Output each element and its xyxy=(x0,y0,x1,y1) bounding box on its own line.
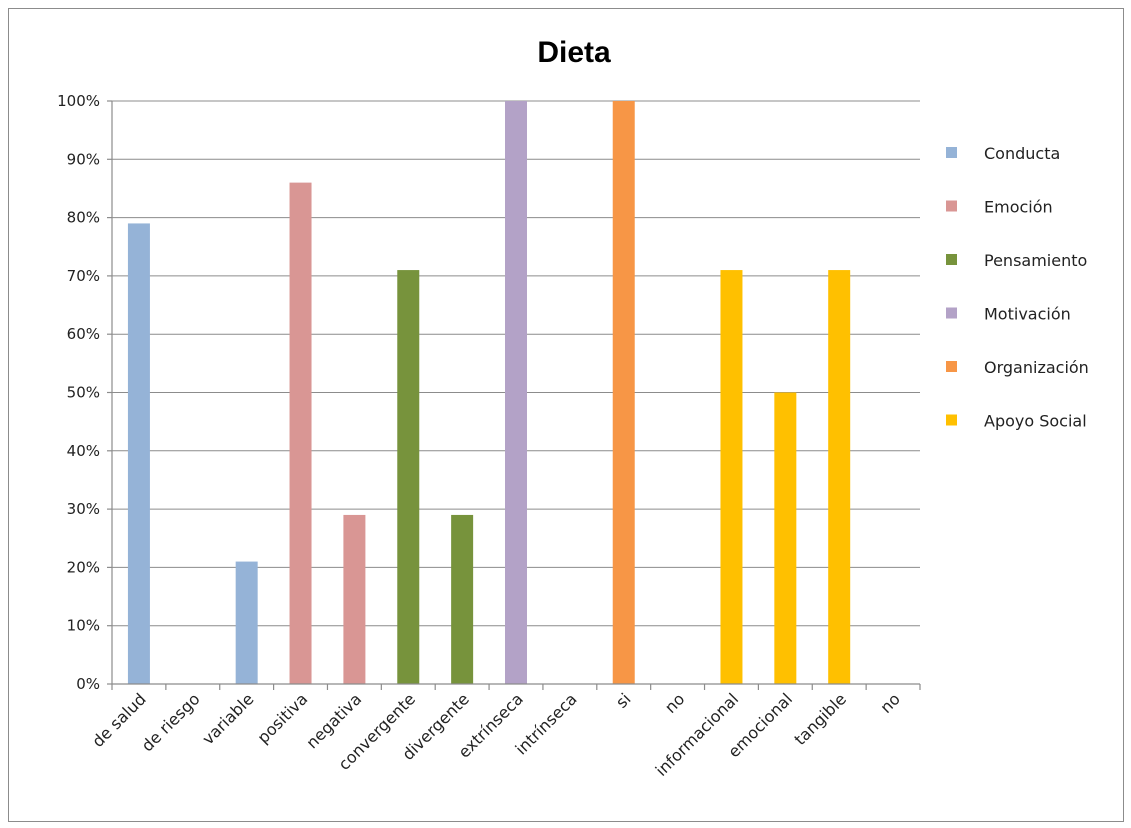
y-tick-label: 10% xyxy=(67,617,100,635)
y-tick-label: 0% xyxy=(76,675,100,693)
y-tick-label: 100% xyxy=(57,92,100,110)
bar-pensamiento-6 xyxy=(451,514,474,684)
x-tick-label: de riesgo xyxy=(138,689,204,755)
legend-swatch xyxy=(946,147,957,158)
x-tick-label: no xyxy=(661,689,689,717)
bar-conducta-2 xyxy=(235,561,258,684)
x-tick-label: no xyxy=(876,689,904,717)
chart-frame xyxy=(8,8,1124,822)
legend-swatch xyxy=(946,414,957,426)
y-tick-label: 90% xyxy=(67,150,100,168)
y-tick-label: 30% xyxy=(67,500,100,518)
legend-swatch xyxy=(946,307,957,319)
legend-label: Organización xyxy=(984,358,1089,377)
y-tick-label: 60% xyxy=(67,325,100,343)
y-tick-label: 70% xyxy=(67,267,100,285)
legend-label: Emoción xyxy=(984,198,1053,217)
bar-conducta-0 xyxy=(127,223,150,684)
legend-label: Pensamiento xyxy=(984,251,1087,270)
bar-apoyo-social-11 xyxy=(720,270,743,684)
chart-title: Dieta xyxy=(537,36,611,69)
legend: Conducta Emoción Pensamiento Motivación Orga… xyxy=(946,144,1089,431)
y-tick-label: 20% xyxy=(67,558,100,576)
y-tick-label: 80% xyxy=(67,209,100,227)
bar-apoyo-social-13 xyxy=(828,270,851,684)
legend-label: Apoyo Social xyxy=(984,412,1087,431)
legend-label: Conducta xyxy=(984,144,1060,163)
y-tick-label: 50% xyxy=(67,384,100,402)
bars xyxy=(127,101,851,684)
bar-motivación-7 xyxy=(505,101,527,684)
y-tick-label: 40% xyxy=(67,442,100,460)
axes xyxy=(111,101,921,690)
x-tick-label: variable xyxy=(198,689,257,748)
legend-swatch xyxy=(946,361,957,372)
bar-organización-9 xyxy=(612,101,635,684)
bar-pensamiento-5 xyxy=(397,270,420,684)
x-tick-label: si xyxy=(612,689,634,711)
y-axis-ticks: 0% 10% 20% 30% 40% 50% 60% 70% 80% 90% 100% xyxy=(57,92,112,693)
legend-label: Motivación xyxy=(984,305,1071,324)
legend-swatch xyxy=(946,254,957,265)
bar-apoyo-social-12 xyxy=(774,392,797,684)
x-tick-label: tangible xyxy=(790,689,850,749)
bar-emoción-3 xyxy=(289,182,312,684)
bar-emoción-4 xyxy=(343,514,366,684)
legend-swatch xyxy=(946,200,957,212)
